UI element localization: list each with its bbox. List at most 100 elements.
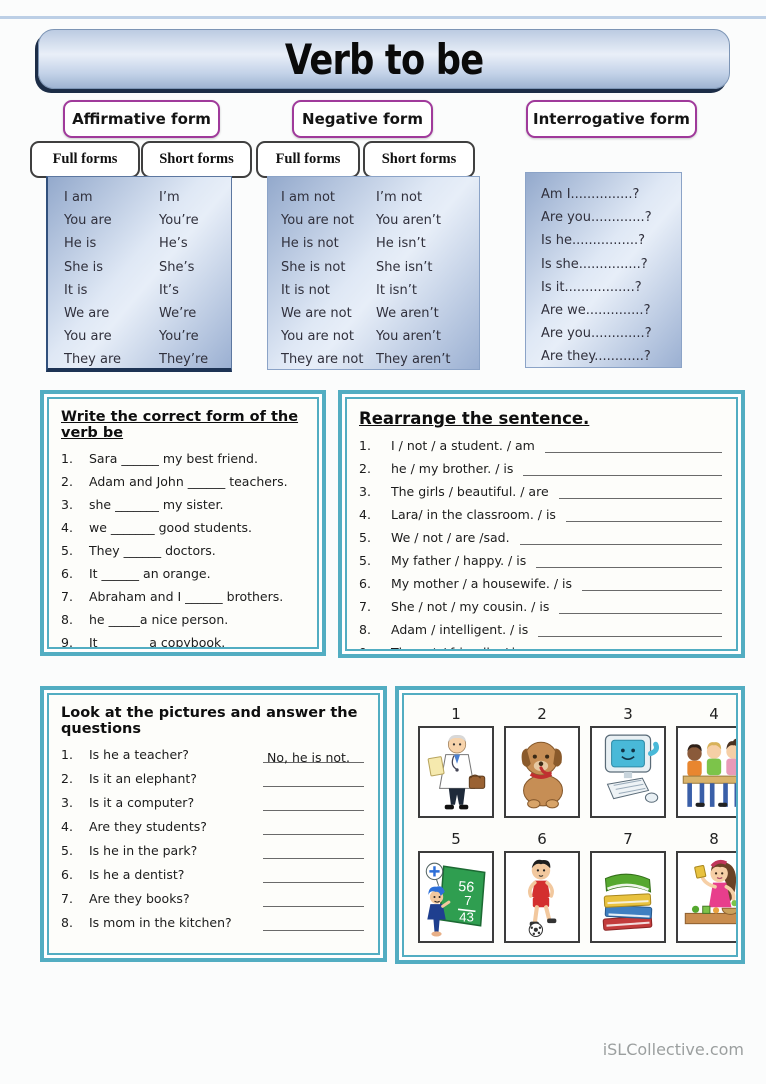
exercise1-item: 5. They ______ doctors.	[61, 539, 305, 562]
exercise2-item: 7. She / not / my cousin. / is	[359, 595, 724, 618]
exercise2-item: 5. We / not / are /sad.	[359, 526, 724, 549]
answer-blank	[532, 643, 722, 649]
picture-cell	[504, 851, 580, 943]
exercise3-item: 1. Is he a teacher? No, he is not.	[61, 743, 366, 767]
answer-blank	[538, 620, 722, 637]
item-number: 2.	[61, 474, 73, 489]
form-row: She is	[64, 259, 104, 275]
question-text: Are they students?	[89, 819, 207, 834]
answer-line	[263, 890, 364, 907]
picture-5-math-board: 5 56 7 43	[418, 830, 494, 943]
form-row: Are you.............?	[541, 210, 652, 226]
header-text: Short forms	[159, 151, 234, 167]
affirmative-full-column: I am You are He is She is It is We are Y…	[64, 186, 159, 368]
picture-number: 4	[709, 705, 719, 723]
mom-cooking-icon	[684, 859, 736, 925]
item-number: 7.	[61, 891, 73, 906]
picture-7-books: 7	[590, 830, 666, 943]
question-text: Is he a teacher?	[89, 747, 189, 762]
item-number: 9.	[61, 635, 73, 649]
form-row: Is she...............?	[541, 256, 648, 272]
affirmative-forms-panel: I am You are He is She is It is We are Y…	[46, 176, 232, 372]
item-text: My mother / a housewife. / is	[391, 576, 573, 591]
form-row: She is not	[281, 259, 346, 275]
item-number: 2.	[359, 461, 371, 476]
form-row: He is	[64, 236, 97, 252]
negative-short-column: I’m not You aren’t He isn’t She isn’t It…	[376, 186, 451, 369]
exercise2-item: 5. My father / happy. / is	[359, 549, 724, 572]
answer-line	[263, 914, 364, 931]
item-text: We / not / are /sad.	[391, 530, 510, 545]
form-row: You’re	[159, 213, 199, 229]
form-row: Am I...............?	[541, 187, 640, 202]
interrogative-forms-panel: Am I...............? Are you............…	[525, 172, 682, 368]
exercise1-item: 7. Abraham and I ______ brothers.	[61, 585, 305, 608]
exercise-write-verb-inner: Write the correct form of the verb be 1.…	[47, 397, 319, 649]
answer-blank	[519, 528, 722, 545]
item-text: My father / happy. / is	[391, 553, 527, 568]
item-number: 4.	[61, 819, 73, 834]
item-text: Lara/ in the classroom. / is	[391, 507, 556, 522]
form-row: I am not	[281, 190, 336, 205]
item-number: 6.	[61, 867, 73, 882]
page-title: Verb to be	[284, 34, 484, 84]
answer-blank	[544, 436, 722, 453]
answer-blank	[559, 597, 722, 614]
negative-full-column: I am not You are not He is not She is no…	[281, 186, 376, 369]
picture-4-students: 4	[676, 705, 736, 818]
header-text: Short forms	[381, 151, 457, 167]
form-row: You are	[64, 213, 112, 229]
exercise-pictures-questions-inner: Look at the pictures and answer the ques…	[47, 693, 380, 955]
answer-blank	[558, 482, 722, 499]
picture-number: 5	[451, 830, 461, 848]
item-number: 1.	[61, 451, 73, 466]
item-text: we _______ good students.	[89, 520, 253, 535]
form-row: Is it.................?	[541, 279, 642, 295]
soccer-boy-icon	[528, 859, 557, 937]
form-row: Are you.............?	[541, 326, 652, 342]
form-row: They are	[64, 352, 122, 368]
item-number: 8.	[61, 915, 73, 930]
affirmative-form-text: Affirmative form	[72, 110, 211, 128]
form-row: She’s	[159, 259, 195, 275]
item-text: Abraham and I ______ brothers.	[89, 589, 284, 604]
form-row: I am	[64, 190, 93, 205]
question-text: Is mom in the kitchen?	[89, 915, 232, 930]
form-row: They are not	[281, 352, 364, 368]
form-row: You’re	[159, 329, 199, 345]
exercise3-title: Look at the pictures and answer the ques…	[61, 705, 358, 737]
picture-1-doctor: 1	[418, 705, 494, 818]
item-number: 9.	[359, 641, 391, 649]
exercise3-item: 5. Is he in the park?	[61, 839, 366, 863]
form-row: They aren’t	[376, 352, 451, 368]
exercise3-item: 4. Are they students?	[61, 815, 366, 839]
item-number: 5.	[359, 553, 371, 568]
exercise1-item: 9. It _______ a copybook.	[61, 631, 305, 649]
answer-blank	[565, 505, 722, 522]
exercise2-title: Rearrange the sentence.	[359, 409, 590, 428]
item-number: 4.	[61, 520, 73, 535]
exercise1-item: 1. Sara ______ my best friend.	[61, 447, 305, 470]
interrogative-form-label: Interrogative form	[526, 100, 697, 138]
exercise1-item: 4. we _______ good students.	[61, 516, 305, 539]
item-text: It _______ a copybook.	[89, 635, 226, 649]
item-number: 7.	[359, 599, 371, 614]
picture-8-cooking-mom: 8	[676, 830, 736, 943]
picture-number: 2	[537, 705, 547, 723]
exercise-pictures-questions-box: Look at the pictures and answer the ques…	[40, 686, 387, 962]
item-text: It ______ an orange.	[89, 566, 211, 581]
exercise2-item: 4. Lara/ in the classroom. / is	[359, 503, 724, 526]
picture-number: 7	[623, 830, 633, 848]
picture-6-soccer-boy: 6	[504, 830, 580, 943]
exercise1-item: 8. he _____a nice person.	[61, 608, 305, 631]
pictures-grid-inner: 1	[402, 693, 738, 957]
item-text: she _______ my sister.	[89, 497, 224, 512]
answer-line	[263, 770, 364, 787]
item-number: 1.	[359, 438, 371, 453]
form-row: It is not	[281, 282, 330, 298]
affirmative-short-forms-header: Short forms	[141, 141, 252, 178]
picture-cell	[676, 851, 736, 943]
students-icon	[682, 738, 736, 807]
item-text: he / my brother. / is	[391, 461, 514, 476]
